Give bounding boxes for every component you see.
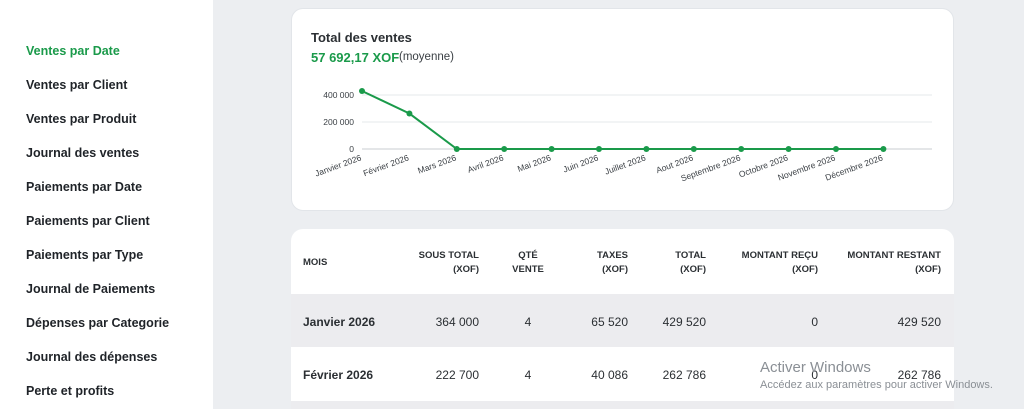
- header-taxes: TAXES (XOF): [597, 249, 628, 277]
- data-point[interactable]: [880, 146, 887, 152]
- data-point[interactable]: [406, 110, 413, 117]
- header-qty: QTÉ VENTE: [498, 249, 558, 277]
- sidebar-item-journal-depenses[interactable]: Journal des dépenses: [26, 350, 158, 364]
- header-qty-label: QTÉ: [518, 250, 538, 261]
- cell-total: 429 520: [662, 315, 706, 329]
- data-point[interactable]: [453, 146, 460, 152]
- sidebar-item-journal-paiements[interactable]: Journal de Paiements: [26, 282, 156, 296]
- sidebar-item-ventes-date[interactable]: Ventes par Date: [26, 44, 120, 58]
- x-tick-label: Février 2026: [362, 152, 411, 178]
- cell-qty: 4: [524, 368, 532, 382]
- cell-taxes: 65 520: [591, 315, 628, 329]
- x-tick-label: Mai 2026: [516, 152, 553, 173]
- header-received-unit: (XOF): [792, 264, 818, 275]
- sidebar-item-journal-ventes[interactable]: Journal des ventes: [26, 146, 140, 160]
- header-total-label: TOTAL: [675, 250, 706, 261]
- header-subtotal-unit: (XOF): [453, 264, 479, 275]
- sales-chart-card: Total des ventes 57 692,17 XOF (moyenne)…: [291, 8, 954, 211]
- report-sidebar: Ventes par Date Ventes par Client Ventes p…: [0, 0, 213, 409]
- cell-qty: 4: [524, 315, 532, 329]
- cell-subtotal: 364 000: [435, 315, 479, 329]
- header-total-unit: (XOF): [680, 264, 706, 275]
- header-remaining-unit: (XOF): [915, 264, 941, 275]
- table-row[interactable]: Janvier 2026 364 000 4 65 520 429 520 0 429 52…: [291, 295, 954, 347]
- total-sales-value: 57 692,17 XOF: [311, 50, 400, 65]
- sidebar-item-perte-profits[interactable]: Perte et profits: [26, 384, 115, 398]
- sales-table-card: MOIS SOUS TOTAL (XOF) QTÉ VENTE TAXES (XOF) TOT…: [291, 229, 954, 409]
- header-month-label: MOIS: [303, 257, 328, 268]
- sidebar-item-paiements-type[interactable]: Paiements par Type: [26, 248, 144, 262]
- header-subtotal-label: SOUS TOTAL: [418, 250, 479, 261]
- cell-received: 0: [811, 368, 818, 382]
- cell-remaining: 429 520: [897, 315, 941, 329]
- header-received: MONTANT REÇU (XOF): [742, 249, 818, 277]
- sales-series-line: [361, 90, 884, 150]
- data-point[interactable]: [785, 146, 792, 152]
- header-received-label: MONTANT REÇU: [741, 250, 818, 261]
- y-tick-label: 400 000: [323, 90, 354, 100]
- header-remaining: MONTANT RESTANT (XOF): [847, 249, 941, 277]
- header-taxes-label: TAXES: [597, 250, 628, 261]
- cell-taxes: 40 086: [591, 368, 628, 382]
- y-tick-label: 200 000: [323, 117, 354, 127]
- y-tick-label: 0: [349, 144, 354, 154]
- sidebar-item-ventes-produit[interactable]: Ventes par Produit: [26, 112, 137, 126]
- x-tick-label: Juillet 2026: [603, 152, 647, 176]
- cell-subtotal: 222 700: [435, 368, 479, 382]
- table-row-background: [291, 294, 954, 347]
- header-taxes-unit: (XOF): [602, 264, 628, 275]
- x-tick-label: Janvier 2026: [314, 152, 363, 178]
- cell-received: 0: [811, 315, 818, 329]
- average-label: (moyenne): [399, 51, 454, 63]
- header-subtotal: SOUS TOTAL (XOF): [419, 249, 479, 277]
- table-row-background: [291, 401, 954, 409]
- sidebar-item-paiements-date[interactable]: Paiements par Date: [26, 180, 143, 194]
- data-point[interactable]: [501, 146, 508, 152]
- chart-card-title: Total des ventes: [311, 30, 412, 45]
- sidebar-item-depenses-categorie[interactable]: Dépenses par Categorie: [26, 316, 170, 330]
- data-point[interactable]: [643, 146, 650, 152]
- header-remaining-label: MONTANT RESTANT: [847, 250, 941, 261]
- data-point[interactable]: [690, 146, 697, 152]
- cell-month: Janvier 2026: [303, 315, 376, 329]
- sidebar-item-paiements-client[interactable]: Paiements par Client: [26, 214, 150, 228]
- data-point[interactable]: [359, 88, 365, 95]
- windows-activation-title: Activer Windows: [760, 359, 871, 376]
- x-tick-label: Juin 2026: [562, 152, 600, 174]
- x-tick-label: Mars 2026: [416, 152, 457, 175]
- header-total: TOTAL (XOF): [675, 249, 706, 277]
- x-tick-label: Avril 2026: [466, 152, 505, 174]
- data-point[interactable]: [548, 146, 555, 152]
- data-point[interactable]: [833, 146, 839, 152]
- cell-remaining: 262 786: [897, 368, 941, 382]
- table-row[interactable]: Février 2026 222 700 4 40 086 262 786 0 262 78…: [291, 348, 954, 400]
- data-point[interactable]: [738, 146, 745, 152]
- cell-month: Février 2026: [303, 368, 374, 382]
- data-point[interactable]: [596, 146, 602, 152]
- header-qty-unit: VENTE: [512, 264, 544, 275]
- header-month: MOIS: [303, 256, 327, 270]
- sidebar-item-ventes-client[interactable]: Ventes par Client: [26, 78, 128, 92]
- cell-total: 262 786: [662, 368, 706, 382]
- windows-activation-subtitle: Accédez aux paramètres pour activer Wind…: [760, 379, 993, 391]
